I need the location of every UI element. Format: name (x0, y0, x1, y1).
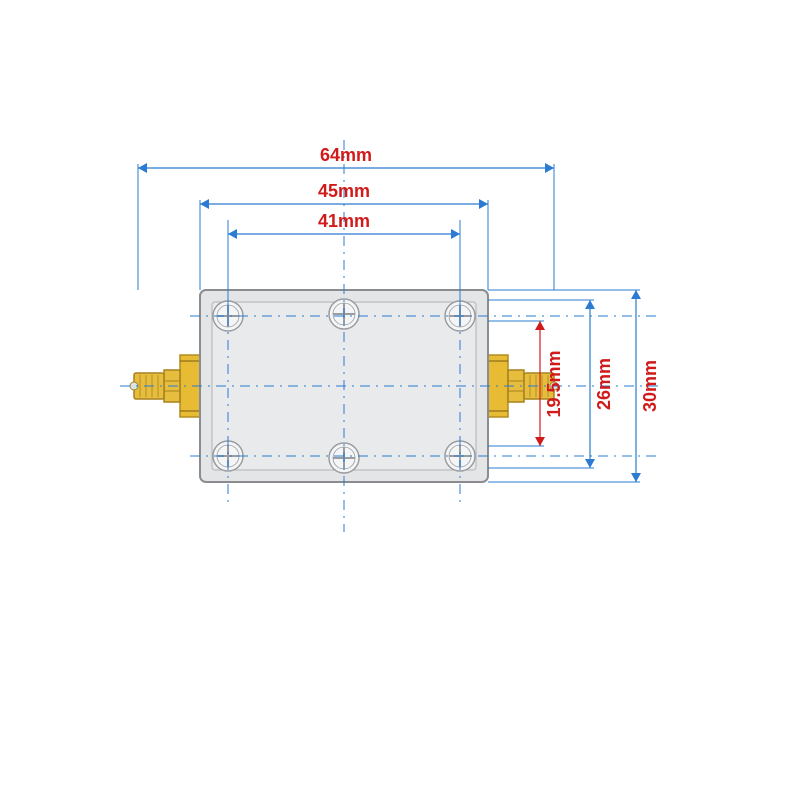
sma-connector-left (130, 355, 200, 417)
dim-width-screw-pitch: 41mm (318, 211, 370, 232)
dim-width-overall: 64mm (320, 145, 372, 166)
dim-width-body: 45mm (318, 181, 370, 202)
dim-height-body: 30mm (640, 360, 661, 412)
dim-height-inner: 19.5mm (544, 350, 565, 417)
dim-height-mid: 26mm (594, 358, 615, 410)
